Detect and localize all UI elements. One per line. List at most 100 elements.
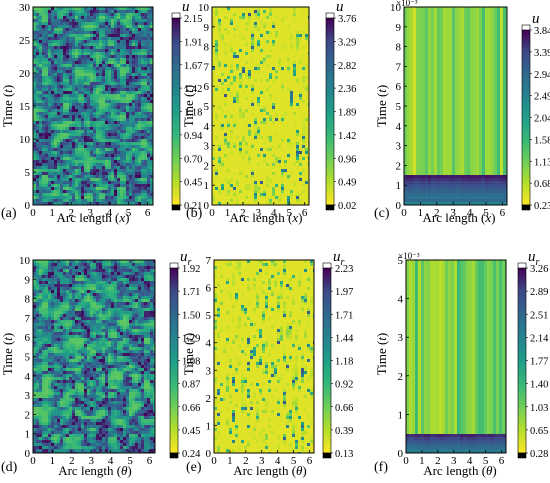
colorbar-tick-label: 2.49 (534, 92, 550, 103)
y-tick-label: 4 (25, 371, 31, 383)
colorbar-tick-label: 1.91 (184, 37, 202, 48)
y-exponent-label: ×10⁻³ (398, 251, 420, 261)
y-tick-label: 0 (25, 200, 31, 212)
x-tick-label: 3 (259, 455, 265, 467)
colorbar-tick-label: 1.50 (182, 310, 200, 321)
y-tick-label: 4 (398, 294, 404, 306)
x-tick-label: 0 (30, 455, 36, 467)
colorbar-title: ur (333, 249, 345, 268)
colorbar-tick-label: 0.02 (338, 201, 356, 212)
x-tick-label: 2 (434, 207, 440, 219)
colorbar-tick-label: 2.51 (530, 310, 548, 321)
colorbar-over-cap (171, 12, 181, 19)
colorbar-under-cap (517, 452, 527, 459)
colorbar-tick-label: 2.23 (335, 264, 353, 275)
y-tick-label: 10 (19, 134, 31, 146)
x-tick-label: 0 (209, 207, 215, 219)
x-tick-label: 1 (225, 207, 231, 219)
y-axis-label: Time (t) (181, 333, 196, 376)
colorbar-tick-label: 1.71 (182, 287, 200, 298)
y-tick-label: 1 (25, 429, 31, 441)
x-tick-label: 3 (450, 207, 456, 219)
colorbar-tick-label: 3.84 (534, 26, 550, 37)
colorbar-tick-label: 0.28 (530, 449, 548, 460)
y-tick-label: 1 (396, 180, 402, 192)
y-tick-label: 8 (204, 42, 210, 54)
colorbar-over-cap (169, 262, 179, 269)
colorbar-tick-label: 1.18 (335, 357, 353, 368)
colorbar-tick-label: 0.23 (534, 201, 550, 212)
x-tick-label: 0 (30, 207, 36, 219)
x-tick-label: 4 (275, 455, 281, 467)
colorbar-gradient (521, 29, 531, 206)
colorbar-b: 3.76 3.29 2.82 2.36 1.89 1.42 0.96 0.49 0.02 u (325, 0, 356, 212)
y-tick-label: 5 (204, 101, 210, 113)
colorbar-tick-label: 1.92 (182, 264, 200, 275)
colorbar-over-cap (517, 262, 527, 269)
y-tick-label: 0 (396, 200, 402, 212)
colorbar-tick-label: 0.49 (338, 178, 356, 189)
y-tick-label: 7 (204, 61, 210, 73)
x-tick-label: 5 (286, 207, 292, 219)
x-tick-label: 1 (50, 455, 56, 467)
colorbar-tick-label: 2.82 (338, 61, 356, 72)
y-exponent-label: ×10⁻³ (396, 0, 418, 8)
x-tick-label: 3 (89, 455, 95, 467)
y-tick-label: 0 (206, 448, 212, 460)
y-tick-label: 2 (398, 371, 404, 383)
x-tick-label: 0 (403, 455, 409, 467)
colorbar-tick-label: 0.13 (335, 449, 353, 460)
x-tick-label: 1 (419, 455, 425, 467)
y-tick-label: 6 (25, 332, 31, 344)
x-tick-label: 5 (291, 455, 297, 467)
colorbar-tick-label: 2.14 (530, 333, 549, 344)
x-tick-label: 4 (108, 455, 114, 467)
colorbar-under-cap (322, 452, 332, 459)
y-tick-label: 3 (396, 141, 402, 153)
y-tick-label: 7 (396, 61, 402, 73)
colorbar-title: ur (528, 249, 540, 268)
colorbar-tick-label: 0.70 (184, 154, 202, 165)
y-tick-label: 6 (396, 81, 402, 93)
plot-frame-e (213, 259, 315, 454)
y-tick-label: 0 (25, 448, 31, 460)
colorbar-e: 2.23 1.97 1.71 1.44 1.18 0.92 0.66 0.39 0.13 ur (322, 249, 354, 460)
x-tick-label: 5 (483, 207, 489, 219)
heatmap-field-f (406, 260, 506, 453)
x-tick-label: 4 (107, 207, 113, 219)
colorbar-title: ur (180, 249, 192, 268)
y-tick-label: 0 (204, 200, 210, 212)
colorbar-over-cap (521, 24, 531, 31)
colorbar-tick-label: 0.87 (182, 380, 200, 391)
colorbar-under-cap (325, 204, 335, 211)
colorbar-tick-label: 0.39 (335, 426, 353, 437)
y-tick-label: 9 (204, 22, 210, 34)
x-tick-label: 1 (49, 207, 55, 219)
y-tick-label: 2 (206, 393, 212, 405)
x-tick-label: 2 (69, 455, 75, 467)
heatmap-field-c (404, 7, 507, 205)
colorbar-under-cap (169, 452, 179, 459)
colorbar-tick-label: 0.21 (184, 201, 202, 212)
panel-label: (d) (1, 460, 18, 475)
x-tick-label: 6 (147, 455, 153, 467)
colorbar-tick-label: 1.29 (182, 333, 200, 344)
y-tick-label: 9 (25, 274, 31, 286)
colorbar-tick-label: 1.42 (184, 84, 202, 95)
colorbar-title: u (336, 0, 344, 15)
x-tick-label: 5 (483, 455, 489, 467)
colorbar-d: 1.92 1.71 1.50 1.29 1.08 0.87 0.66 0.45 0.24 ur (169, 249, 201, 460)
colorbar-tick-label: 0.65 (530, 426, 548, 437)
colorbar-gradient (171, 17, 181, 206)
colorbar-tick-label: 0.45 (182, 426, 200, 437)
colorbar-title: u (532, 11, 540, 27)
colorbar-gradient (169, 267, 179, 454)
x-tick-label: 4 (271, 207, 277, 219)
colorbar-tick-label: 1.13 (534, 157, 550, 168)
y-tick-label: 4 (204, 121, 210, 133)
y-axis-label: Time (t) (0, 85, 15, 128)
y-tick-label: 9 (396, 22, 402, 34)
colorbar-tick-label: 1.44 (335, 333, 354, 344)
